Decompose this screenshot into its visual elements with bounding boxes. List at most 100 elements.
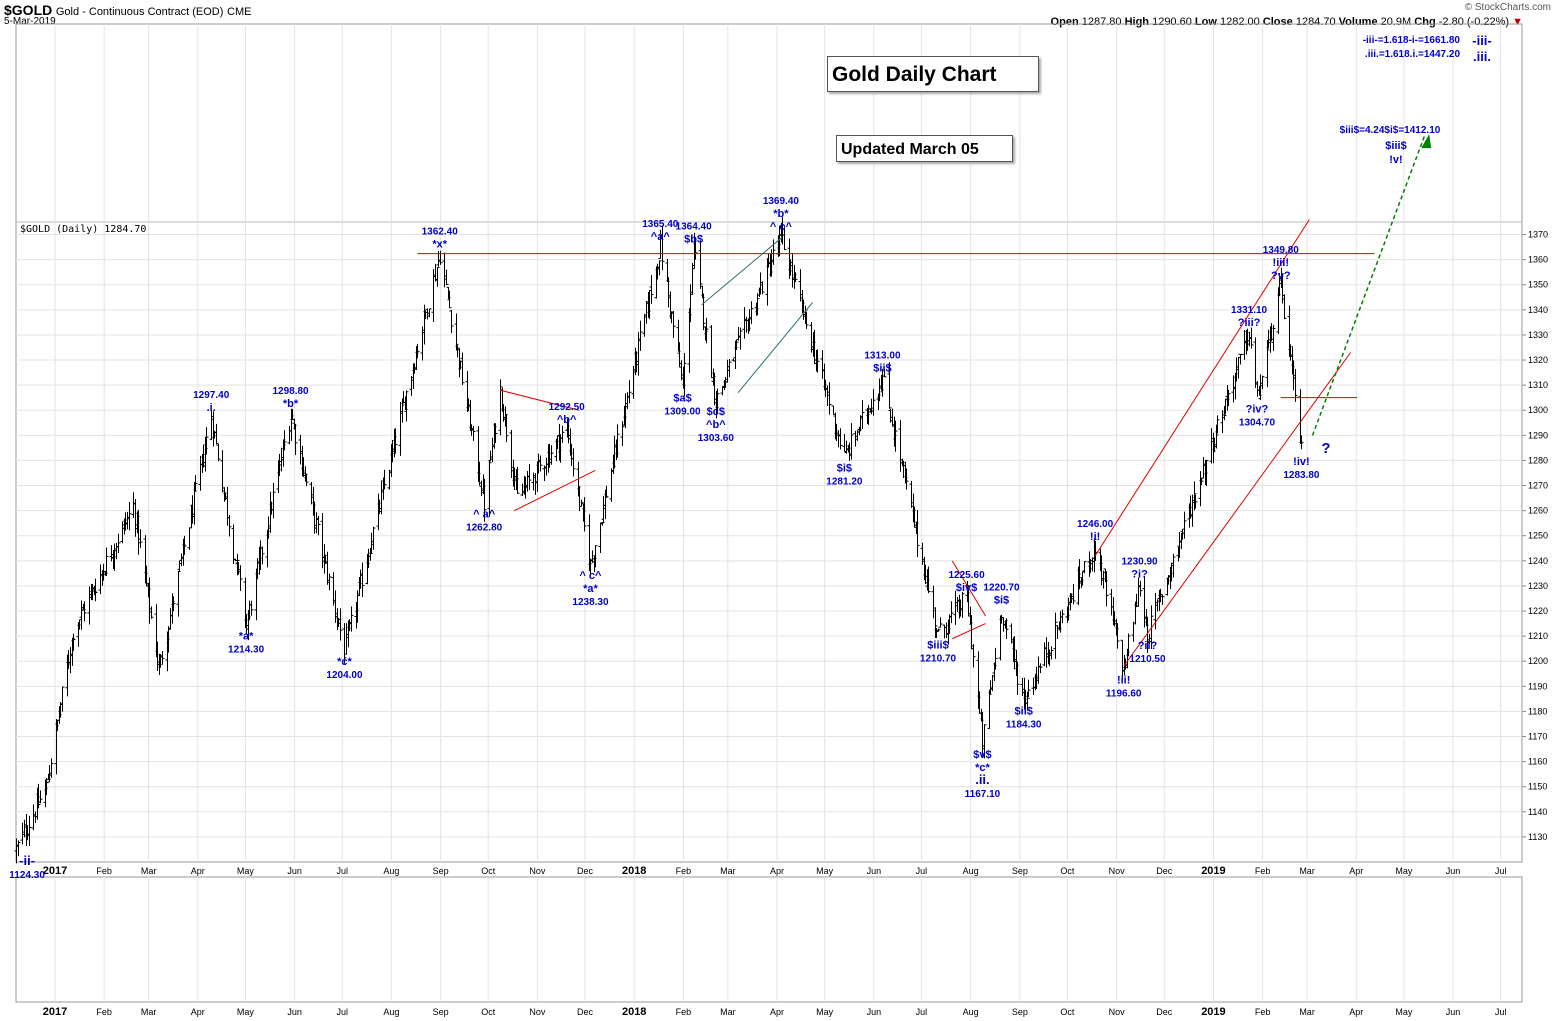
grid-lines <box>16 24 1522 1002</box>
ohlc-bar <box>38 790 43 804</box>
wave-tag: !i! <box>1090 531 1100 543</box>
ohlc-bar <box>815 349 820 373</box>
wave-label: *b*1298.80 <box>272 386 309 410</box>
ohlc-bar <box>915 510 920 558</box>
ohlc-bar <box>734 339 739 351</box>
x-tick-label: Oct <box>481 866 496 876</box>
ohlc-bar <box>960 591 965 618</box>
ohlc-bar <box>887 362 892 409</box>
ohlc-bar <box>682 353 687 397</box>
wave-price: 1210.70 <box>920 653 957 664</box>
ohlc-bar <box>82 601 87 622</box>
wave-tag: ^ a^ <box>473 509 496 521</box>
ohlc-bar <box>715 388 720 413</box>
projection-arrow-line <box>1311 133 1426 436</box>
ohlc-bar <box>1249 327 1254 349</box>
x-tick-label-lower: Feb <box>96 1007 112 1017</box>
x-tick-label: Mar <box>141 866 157 876</box>
ohlc-bar <box>926 566 931 594</box>
ohlc-bar <box>638 320 643 351</box>
ohlc-bar <box>204 427 209 455</box>
ohlc-bar <box>327 573 332 591</box>
chg-label: Chg <box>1414 16 1436 28</box>
open-value: 1287.80 <box>1081 16 1122 28</box>
x-tick-label: Aug <box>963 866 979 876</box>
ohlc-bar <box>582 497 587 532</box>
open-label: Open <box>1050 16 1079 28</box>
quote-line: Open 1287.80 High 1290.60 Low 1282.00 Cl… <box>1051 16 1523 28</box>
ohlc-bar <box>1104 571 1109 607</box>
ohlc-bar <box>933 607 938 638</box>
high-label: High <box>1124 16 1150 28</box>
trend-lines <box>417 219 1375 667</box>
ohlc-bar <box>1204 459 1209 487</box>
ohlc-bar <box>482 478 487 522</box>
chart-date: 5-Mar-2019 <box>4 16 56 27</box>
x-tick-label: 2019 <box>1201 865 1225 877</box>
ohlc-bar <box>409 376 414 396</box>
ohlc-bar <box>1222 405 1227 421</box>
ohlc-bar <box>360 562 365 598</box>
price-panel-frame <box>15 23 1523 863</box>
ohlc-bar <box>214 423 219 445</box>
wave-label: $v$*c*.ii. 1167.10 <box>965 749 1001 800</box>
y-tick-label: 1140 <box>1528 807 1547 817</box>
ohlc-bar <box>222 487 227 502</box>
wave-label: ^ c^*b*1369.40 <box>763 196 800 233</box>
ohlc-bar <box>125 511 130 530</box>
x-tick-label-lower: Mar <box>141 1007 157 1017</box>
x-tick-label-lower: Jul <box>336 1007 348 1017</box>
x-tick-label-lower: Jul <box>916 1007 928 1017</box>
wave-price: 1225.60 <box>948 570 985 581</box>
ohlc-bar <box>909 480 914 508</box>
x-tick-label-lower: Jun <box>1446 1007 1461 1017</box>
triangle-upper-line <box>499 389 580 411</box>
ohlc-bar <box>487 459 492 517</box>
ohlc-bar <box>1271 324 1276 351</box>
wave-price: 1303.60 <box>698 433 735 444</box>
wave-price: 1210.50 <box>1129 654 1166 665</box>
ohlc-bars <box>14 217 1304 864</box>
x-tick-label: Feb <box>96 866 112 876</box>
wave-price: 1220.70 <box>983 582 1020 593</box>
ohlc-bar <box>692 232 697 269</box>
x-tick-label: Feb <box>676 866 692 876</box>
wave-label: $ii$ 1184.30 <box>1006 706 1042 731</box>
wave-label: ^b^1292.50 <box>549 402 586 426</box>
ohlc-bar <box>871 389 876 416</box>
ohlc-bar <box>227 514 232 537</box>
wave-price: 1331.10 <box>1231 305 1268 316</box>
ohlc-bar <box>853 430 858 447</box>
ohlc-bar <box>1038 663 1043 674</box>
ohlc-bar <box>820 350 825 379</box>
wave-tag: *c* <box>975 762 990 774</box>
wedge-lower-line <box>952 623 986 640</box>
ohlc-bar <box>990 675 995 692</box>
ohlc-bar <box>993 647 998 670</box>
x-tick-label-lower: 2018 <box>622 1006 646 1018</box>
x-tick-label-lower: Jul <box>1495 1007 1507 1017</box>
ohlc-bar <box>515 466 520 494</box>
ohlc-bar <box>131 492 136 518</box>
ohlc-bar <box>1120 639 1125 679</box>
y-tick-label: 1240 <box>1528 556 1548 566</box>
x-tick-label: Nov <box>1109 866 1126 876</box>
ohlc-bar <box>1036 656 1041 684</box>
ohlc-bar <box>331 572 336 606</box>
x-tick-label: Dec <box>577 866 594 876</box>
ohlc-bar <box>1049 646 1054 660</box>
wave-tag: !iii! <box>1273 257 1290 269</box>
ohlc-bar <box>1044 637 1049 668</box>
ohlc-bar <box>1004 618 1009 640</box>
ohlc-bar <box>631 365 636 399</box>
ohlc-bar <box>1198 471 1203 507</box>
x-tick-label-lower: 2017 <box>43 1006 67 1018</box>
wave-price: 1304.70 <box>1239 417 1276 428</box>
flag-lower-line <box>737 301 814 393</box>
ohlc-bar <box>98 564 103 595</box>
x-tick-label-lower: Oct <box>1060 1007 1075 1017</box>
x-tick-label: Dec <box>1156 866 1173 876</box>
ohlc-bar <box>1260 375 1265 390</box>
ohlc-bar <box>987 689 992 729</box>
